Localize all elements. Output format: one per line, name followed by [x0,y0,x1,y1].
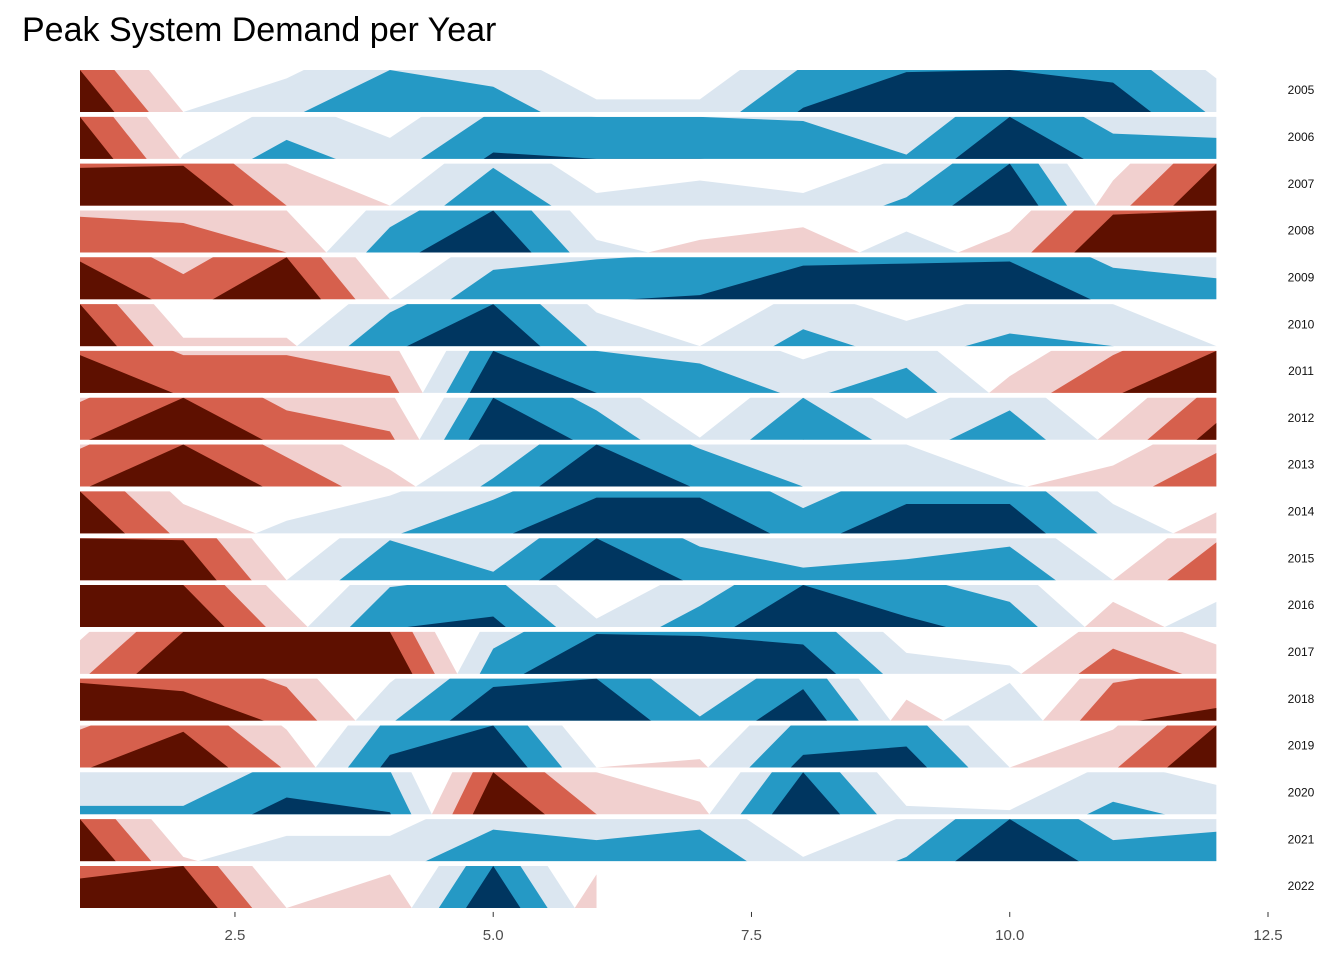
year-label: 2015 [1288,551,1315,565]
year-label: 2014 [1288,505,1315,519]
positive-band [80,772,1165,815]
negative-band [80,70,115,112]
year-label: 2017 [1288,645,1315,659]
positive-band [348,304,1114,347]
positive-band [539,444,691,487]
negative-band [90,725,1217,768]
positive-band [468,397,573,440]
year-label: 2005 [1288,83,1315,97]
chart-title: Peak System Demand per Year [22,11,496,49]
year-label: 2010 [1288,317,1315,331]
negative-band [80,491,125,534]
negative-band [89,444,263,487]
positive-band [512,497,1046,534]
positive-band [630,261,1091,300]
year-label: 2019 [1288,739,1315,753]
year-label: 2012 [1288,411,1315,425]
year-label: 2013 [1288,458,1315,472]
year-label: 2018 [1288,692,1315,706]
positive-band [407,585,947,628]
horizon-row [80,304,1217,347]
year-label: 2020 [1288,785,1315,799]
negative-band [472,772,545,815]
positive-band [419,210,532,253]
positive-band [469,350,597,393]
horizon-row [80,397,1217,440]
negative-band [80,819,116,862]
negative-band [80,163,1217,206]
year-label: 2008 [1288,224,1315,238]
year-label: 2016 [1288,598,1315,612]
positive-band [955,819,1079,862]
negative-band [80,538,217,581]
year-label: 2022 [1288,879,1315,893]
horizon-row [80,210,1217,253]
horizon-row [80,491,1217,534]
positive-band [466,865,521,908]
positive-band [380,725,928,768]
negative-band [80,491,1217,534]
negative-band [80,257,322,300]
year-label: 2007 [1288,177,1315,191]
positive-band [449,678,827,721]
year-label: 2021 [1288,832,1315,846]
horizon-row [80,163,1217,206]
horizon-row [80,819,1217,862]
horizon-row [80,70,1217,112]
horizon-row [80,865,597,908]
x-tick-label: 5.0 [483,927,504,944]
horizon-row [80,444,1217,487]
x-tick-label: 7.5 [741,927,762,944]
positive-band [483,116,1084,159]
year-label: 2011 [1288,364,1314,378]
negative-band [80,444,1217,487]
x-tick-label: 12.5 [1253,927,1282,944]
horizon-row [80,678,1217,721]
negative-band [80,585,225,628]
horizon-row [80,631,1217,674]
negative-band [80,116,114,159]
negative-band [80,350,1217,393]
horizon-row [80,257,1217,300]
horizon-row [80,585,1217,628]
negative-band [80,682,1217,721]
negative-band [80,304,1217,347]
horizon-row [80,772,1217,815]
positive-band [389,70,1152,112]
positive-band [407,304,541,347]
positive-band [444,163,1068,206]
horizon-row [80,350,1217,393]
negative-band [89,397,1217,440]
negative-band [80,865,218,908]
year-label: 2009 [1288,270,1315,284]
negative-band [1074,210,1217,253]
positive-band [339,538,1056,581]
year-label: 2006 [1288,130,1315,144]
positive-band [444,397,1046,440]
x-tick-label: 2.5 [225,927,246,944]
positive-band [952,163,1039,206]
horizon-row [80,116,1217,159]
x-tick-label: 10.0 [995,927,1024,944]
horizon-row [80,725,1217,768]
positive-band [523,633,836,674]
negative-band [80,397,1217,440]
negative-band [136,631,413,674]
negative-band [80,304,117,347]
positive-band [539,538,683,581]
positive-band [252,772,841,815]
horizon-row [80,538,1217,581]
